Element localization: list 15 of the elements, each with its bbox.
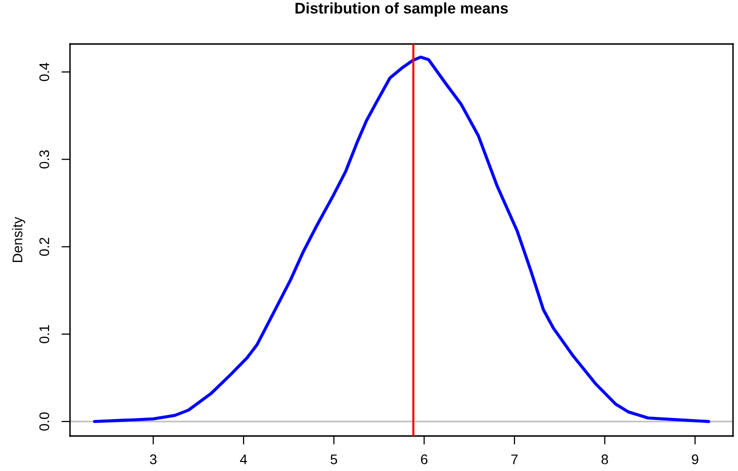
y-tick-label: 0.1 [39,325,50,344]
chart-title: Distribution of sample means [296,2,508,17]
y-tick-label: 0.0 [39,412,50,431]
x-tick-label: 7 [511,454,518,464]
x-tick-label: 5 [330,454,338,464]
x-tick-label: 3 [150,454,157,464]
y-tick-label: 0.3 [39,150,50,168]
x-tick-label: 8 [602,454,608,464]
x-tick-label: 4 [240,454,248,464]
x-tick-label: 6 [421,454,428,464]
x-tick-label: 9 [692,454,698,464]
y-tick-label: 0.4 [39,62,50,82]
line-series [93,56,710,424]
y-tick-label: 0.2 [39,238,50,256]
y-axis-title: Density [12,216,26,262]
